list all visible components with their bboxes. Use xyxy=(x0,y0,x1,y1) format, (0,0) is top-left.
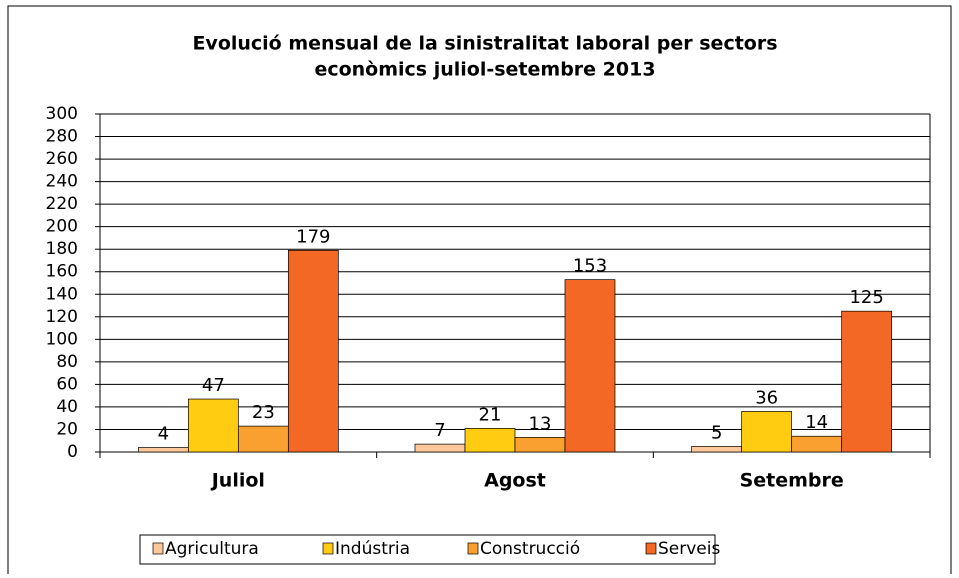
value-label: 7 xyxy=(434,420,445,441)
bar xyxy=(287,249,339,453)
value-label: 47 xyxy=(202,375,225,396)
chart-subtitle: econòmics juliol-setembre 2013 xyxy=(314,59,655,81)
bar xyxy=(137,447,189,453)
value-label: 23 xyxy=(252,402,275,423)
y-tick-label: 280 xyxy=(46,127,78,147)
legend-swatch xyxy=(322,542,334,555)
y-tick-label: 220 xyxy=(46,194,78,214)
bar xyxy=(237,425,289,453)
y-tick-label: 0 xyxy=(67,442,78,462)
legend-swatch xyxy=(152,542,164,555)
legend-label: Agricultura xyxy=(165,539,259,559)
y-tick-label: 40 xyxy=(56,397,78,417)
bar xyxy=(841,310,893,453)
legend-swatch xyxy=(645,542,657,555)
value-label: 36 xyxy=(755,387,778,408)
value-label: 4 xyxy=(158,423,169,444)
bar xyxy=(414,443,466,453)
y-tick-label: 20 xyxy=(56,419,78,439)
value-label: 153 xyxy=(573,256,607,277)
y-tick-label: 60 xyxy=(56,374,78,394)
value-label: 125 xyxy=(849,287,883,308)
legend-swatch xyxy=(467,542,479,555)
bar xyxy=(691,446,743,453)
legend-label: Indústria xyxy=(335,539,410,559)
y-tick-label: 180 xyxy=(46,239,78,259)
legend-label: Construcció xyxy=(480,539,580,559)
value-label: 5 xyxy=(711,422,722,443)
y-tick-label: 300 xyxy=(46,104,78,124)
y-tick-label: 80 xyxy=(56,352,78,372)
x-tick-label: Setembre xyxy=(740,470,844,492)
chart-title: Evolució mensual de la sinistralitat lab… xyxy=(192,33,777,55)
value-label: 13 xyxy=(529,413,552,434)
y-tick-label: 200 xyxy=(46,217,78,237)
bar xyxy=(187,398,239,453)
y-tick-label: 240 xyxy=(46,172,78,192)
y-tick-label: 140 xyxy=(46,284,78,304)
y-tick-label: 120 xyxy=(46,307,78,327)
y-tick-label: 100 xyxy=(46,329,78,349)
bar xyxy=(514,437,566,453)
y-tick-label: 260 xyxy=(46,149,78,169)
x-tick-label: Juliol xyxy=(210,470,265,492)
value-label: 21 xyxy=(479,404,502,425)
bar xyxy=(464,427,516,453)
chart-frame xyxy=(7,5,952,574)
bar xyxy=(791,435,843,453)
legend-box xyxy=(139,534,716,565)
y-tick-label: 160 xyxy=(46,262,78,282)
x-tick-label: Agost xyxy=(484,470,546,492)
legend-label: Serveis xyxy=(658,539,720,559)
value-label: 14 xyxy=(805,412,828,433)
bar xyxy=(564,279,616,453)
bar xyxy=(741,411,793,453)
value-label: 179 xyxy=(296,226,330,247)
